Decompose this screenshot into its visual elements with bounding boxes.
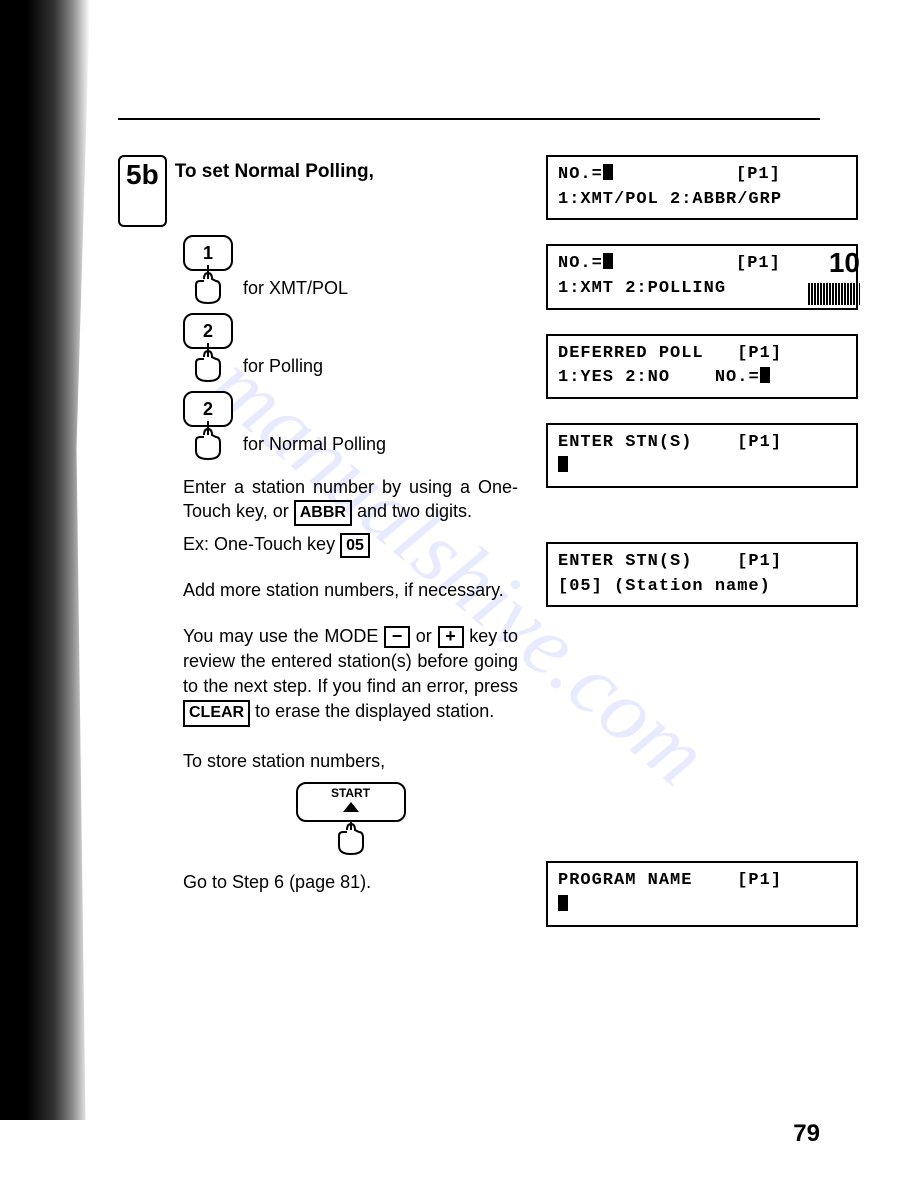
lcd-text: [05] (Station name) <box>558 577 771 596</box>
lcd-display: PROGRAM NAME [P1] <box>546 861 858 926</box>
lcd-text: NO.= <box>715 368 760 387</box>
step-title: To set Normal Polling, <box>175 155 374 183</box>
cursor-icon <box>558 456 568 472</box>
hand-icon <box>186 343 230 383</box>
hand-icon <box>329 816 373 856</box>
lcd-text: 1:XMT/POL 2:ABBR/GRP <box>558 190 782 209</box>
lcd-display: ENTER STN(S) [P1] [05] (Station name) <box>546 542 858 607</box>
text: You may use the MODE <box>183 626 384 646</box>
lcd-text: [P1] <box>737 871 782 890</box>
text: or <box>410 626 437 646</box>
text: Ex: One-Touch key <box>183 534 340 554</box>
section-number: 10 <box>829 247 860 279</box>
lcd-text: NO.= <box>558 165 603 184</box>
lcd-display: DEFERRED POLL [P1] 1:YES 2:NO NO.= <box>546 334 858 399</box>
lcd-text: 1:XMT 2:POLLING <box>558 279 726 298</box>
clear-key: CLEAR <box>183 700 250 726</box>
lcd-display: NO.= [P1] 1:XMT/POL 2:ABBR/GRP <box>546 155 858 220</box>
left-column: 5b To set Normal Polling, 1 for XMT/POL … <box>118 155 518 951</box>
lcd-text: [P1] <box>736 254 781 273</box>
key-row: 2 for Polling <box>183 313 518 383</box>
enter-station-text: Enter a station number by using a One-To… <box>183 475 518 526</box>
key-label: for XMT/POL <box>243 278 348 305</box>
start-keycap: START <box>296 782 406 822</box>
lcd-text: DEFERRED POLL <box>558 344 704 363</box>
right-column: 10 NO.= [P1] 1:XMT/POL 2:ABBR/GRP NO.= [… <box>546 155 858 951</box>
lcd-text: [P1] <box>736 165 781 184</box>
scan-shadow <box>0 0 90 1120</box>
example-text: Ex: One-Touch key 05 <box>183 532 518 559</box>
hand-icon <box>186 265 230 305</box>
start-key-group: START <box>183 782 518 856</box>
lcd-text: [P1] <box>737 344 782 363</box>
hand-icon <box>186 421 230 461</box>
key-row: 2 for Normal Polling <box>183 391 518 461</box>
page-number: 79 <box>793 1120 820 1148</box>
key-label: for Normal Polling <box>243 434 386 461</box>
text: to erase the displayed station. <box>250 701 494 721</box>
text: and two digits. <box>352 501 472 521</box>
lcd-text: ENTER STN(S) <box>558 433 692 452</box>
cursor-icon <box>603 253 613 269</box>
step-number-box: 5b <box>118 155 167 227</box>
review-text: You may use the MODE − or + key to revie… <box>183 624 518 727</box>
minus-key: − <box>384 626 410 648</box>
add-more-text: Add more station numbers, if necessary. <box>183 578 518 603</box>
cursor-icon <box>603 164 613 180</box>
lcd-text: [P1] <box>737 552 782 571</box>
barcode-icon <box>808 283 860 305</box>
store-text: To store station numbers, <box>183 751 518 772</box>
page-content: 5b To set Normal Polling, 1 for XMT/POL … <box>118 155 858 951</box>
lcd-text: ENTER STN(S) <box>558 552 692 571</box>
goto-text: Go to Step 6 (page 81). <box>183 872 518 893</box>
top-rule <box>118 118 820 120</box>
key-row: 1 for XMT/POL <box>183 235 518 305</box>
cursor-icon <box>558 895 568 911</box>
lcd-text: NO.= <box>558 254 603 273</box>
abbr-key: ABBR <box>294 500 352 526</box>
lcd-display: ENTER STN(S) [P1] <box>546 423 858 488</box>
cursor-icon <box>760 367 770 383</box>
example-key: 05 <box>340 533 370 559</box>
start-label: START <box>331 786 370 800</box>
lcd-text: 1:YES 2:NO <box>558 368 670 387</box>
arrow-up-icon <box>343 802 359 812</box>
key-label: for Polling <box>243 356 323 383</box>
plus-key: + <box>438 626 464 648</box>
lcd-text: PROGRAM NAME <box>558 871 692 890</box>
lcd-text: [P1] <box>737 433 782 452</box>
